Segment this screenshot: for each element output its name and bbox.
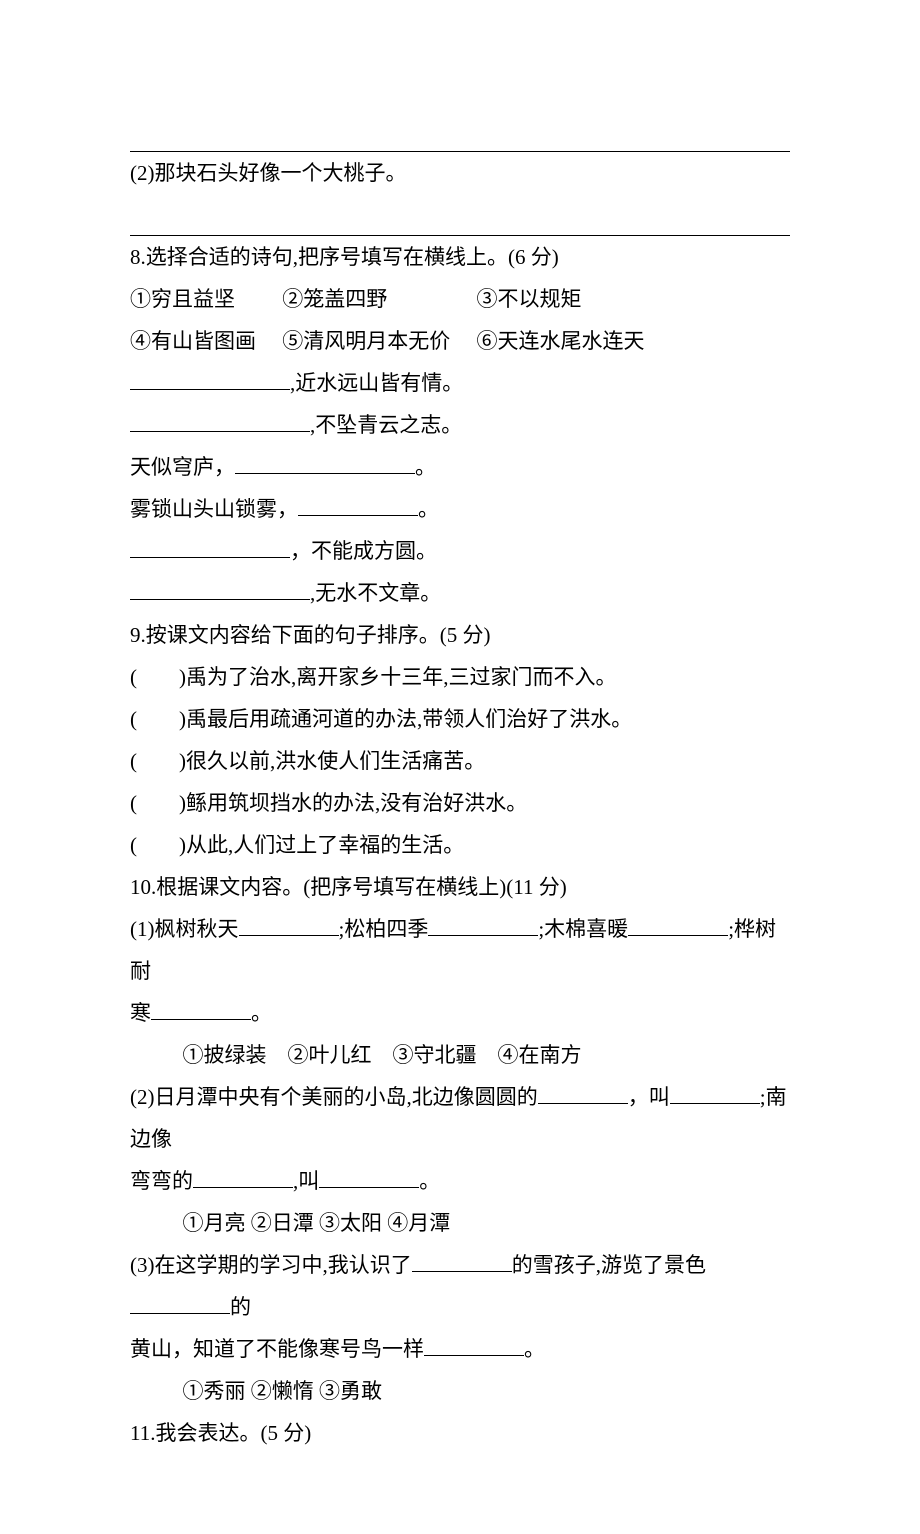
paren-open: ( [130,707,137,731]
q10-2a: (2)日月潭中央有个美丽的小岛,北边像圆圆的 [130,1085,538,1109]
q10-1e-prefix: 寒 [130,1001,151,1025]
q8-line2-text: ,不坠青云之志。 [310,413,462,437]
paren-open: ( [130,833,137,857]
q10-3-blank3[interactable] [424,1332,524,1356]
answer-line-q7-2[interactable] [130,206,790,236]
q8-opt6: ⑥天连水尾水连天 [477,329,645,353]
q9-title: 9.按课文内容给下面的句子排序。(5 分) [130,614,790,656]
q10-1b: ;松柏四季 [339,917,429,941]
q8-line4-before: 雾锁山头山锁雾， [130,497,298,521]
q10-2-blank4[interactable] [319,1164,419,1188]
q8-options-row1: ①穷且益坚 ②笼盖四野 ③不以规矩 [130,278,790,320]
paren-open: ( [130,791,137,815]
q10-2d-prefix: 弯弯的 [130,1169,193,1193]
paren-close: ) [179,749,186,773]
q8-opt1: ①穷且益坚 [130,287,235,311]
q10-3-opts: ①秀丽 ②懒惰 ③勇敢 [130,1370,790,1412]
paren-close: ) [179,791,186,815]
q8-blank-3[interactable] [235,450,415,474]
q10-1-end: 。 [251,1001,272,1025]
q11-title: 11.我会表达。(5 分) [130,1412,790,1454]
q8-blank-4[interactable] [298,492,418,516]
q10-2-blank3[interactable] [193,1164,293,1188]
q10-2-blank2[interactable] [670,1080,760,1104]
q8-opt3: ③不以规矩 [477,287,582,311]
q10-1-blank3[interactable] [628,912,728,936]
q9-s3: 很久以前,洪水使人们生活痛苦。 [186,749,485,773]
q9-s5: 从此,人们过上了幸福的生活。 [186,833,464,857]
q10-3-end: 。 [524,1337,545,1361]
q8-blank-5[interactable] [130,534,290,558]
q9-s4: 鲧用筑坝挡水的办法,没有治好洪水。 [186,791,527,815]
answer-line-q7-1[interactable] [130,122,790,152]
q10-1a: (1)枫树秋天 [130,917,239,941]
q10-1-opts: ①披绿装 ②叶儿红 ③守北疆 ④在南方 [130,1034,790,1076]
paren-close: ) [179,707,186,731]
q9-s1: 禹为了治水,离开家乡十三年,三过家门而不入。 [186,665,617,689]
q8-line3-before: 天似穹庐， [130,455,235,479]
q8-line4-after: 。 [418,497,439,521]
q10-3-blank1[interactable] [412,1248,512,1272]
q10-2b: ，叫 [628,1085,670,1109]
q8-line1-text: ,近水远山皆有情。 [290,371,463,395]
q8-blank-2[interactable] [130,408,310,432]
q10-1-blank1[interactable] [239,912,339,936]
q9-s2: 禹最后用疏通河道的办法,带领人们治好了洪水。 [186,707,632,731]
q10-3d-prefix: 黄山，知道了不能像寒号鸟一样 [130,1337,424,1361]
q10-2-blank1[interactable] [538,1080,628,1104]
q8-blank-6[interactable] [130,576,310,600]
q10-3a: (3)在这学期的学习中,我认识了 [130,1253,412,1277]
q10-2-opts: ①月亮 ②日潭 ③太阳 ④月潭 [130,1202,790,1244]
q10-1-blank2[interactable] [428,912,538,936]
q10-1c: ;木棉喜暖 [538,917,628,941]
paren-open: ( [130,749,137,773]
q10-title: 10.根据课文内容。(把序号填写在横线上)(11 分) [130,866,790,908]
paren-close: ) [179,665,186,689]
q7-item2: (2)那块石头好像一个大桃子。 [130,152,790,194]
q8-opt2: ②笼盖四野 [282,287,387,311]
q10-3b: 的雪孩子,游览了景色 [512,1253,706,1277]
q10-1-blank4[interactable] [151,996,251,1020]
q8-line3-after: 。 [415,455,436,479]
paren-open: ( [130,665,137,689]
q8-line5-text: ，不能成方圆。 [290,539,437,563]
q8-blank-1[interactable] [130,366,290,390]
paren-close: ) [179,833,186,857]
q10-2e: ,叫 [293,1169,319,1193]
q10-3c: 的 [230,1295,251,1319]
q8-opt5: ⑤清风明月本无价 [282,329,450,353]
q8-opt4: ④有山皆图画 [130,329,256,353]
q8-line6-text: ,无水不文章。 [310,581,441,605]
q8-title: 8.选择合适的诗句,把序号填写在横线上。(6 分) [130,236,790,278]
q10-2-end: 。 [419,1169,440,1193]
q8-options-row2: ④有山皆图画 ⑤清风明月本无价 ⑥天连水尾水连天 [130,320,790,362]
